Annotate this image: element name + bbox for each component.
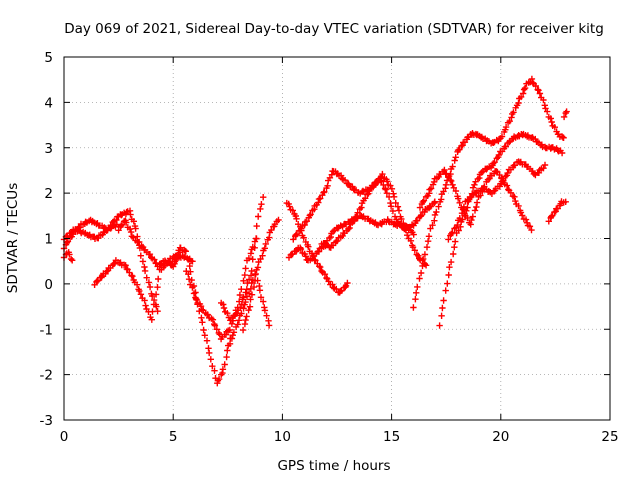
y-tick-label: 0 (44, 277, 53, 293)
y-tick-label: 3 (44, 141, 53, 157)
data-point-markers (436, 130, 566, 329)
data-point-markers (283, 199, 351, 296)
y-tick-label: -1 (40, 322, 53, 338)
series-track-16 (436, 130, 566, 329)
series-track-14 (318, 170, 430, 269)
series-track-4 (91, 252, 196, 323)
y-tick-label: -3 (40, 413, 53, 429)
axis-ticks (63, 56, 611, 421)
x-tick-label: 0 (60, 429, 69, 445)
x-tick-label: 10 (274, 429, 291, 445)
series-track-9 (226, 216, 282, 347)
y-tick-label: 4 (44, 95, 53, 111)
x-tick-label: 25 (601, 429, 618, 445)
y-tick-label: 5 (44, 50, 53, 66)
data-marks (60, 75, 570, 387)
data-point-markers (545, 198, 569, 225)
x-tick-label: 20 (492, 429, 509, 445)
data-point-markers (318, 170, 430, 269)
series-track-8 (218, 194, 267, 324)
series-track-20 (560, 108, 570, 121)
data-point-markers (445, 158, 549, 243)
series-track-10 (239, 270, 273, 334)
y-axis-label: SDTVAR / TECUs (5, 183, 21, 293)
data-point-markers (226, 216, 282, 347)
x-tick-label: 5 (169, 429, 178, 445)
series-track-11 (283, 199, 351, 296)
y-tick-label: -2 (40, 368, 53, 384)
series-track-19 (545, 198, 569, 225)
chart-title: Day 069 of 2021, Sidereal Day-to-day VTE… (64, 21, 604, 37)
data-point-markers (218, 194, 267, 324)
data-point-markers (239, 270, 273, 334)
data-point-markers (560, 108, 570, 121)
y-tick-label: 2 (44, 186, 53, 202)
y-tick-label: 1 (44, 232, 53, 248)
series-track-18 (445, 158, 549, 243)
axis-tick-labels: 0 5 10 15 20 25 -3 -2 -1 0 1 2 3 4 5 (40, 50, 619, 445)
x-axis-label: GPS time / hours (277, 458, 390, 474)
x-tick-label: 15 (383, 429, 400, 445)
data-point-markers (91, 252, 196, 323)
